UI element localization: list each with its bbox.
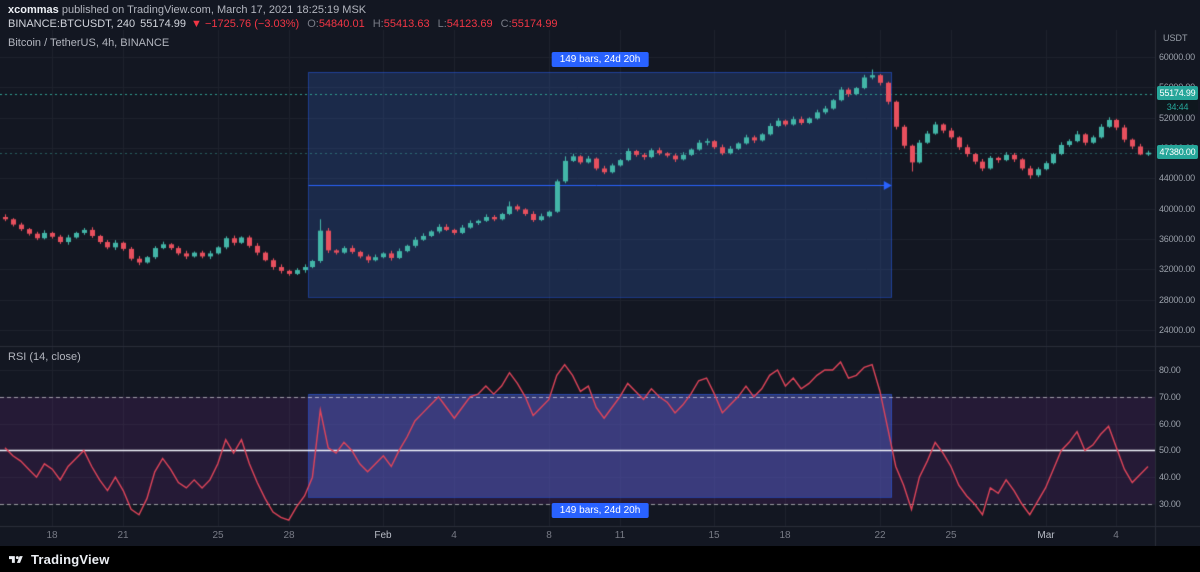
range-tool-label-top[interactable]: 149 bars, 24d 20h — [551, 52, 649, 67]
idea-price-badge: 55174.99 — [1157, 86, 1198, 100]
ohlc-high: H:55413.63 — [372, 18, 430, 30]
tradingview-wordmark[interactable]: TradingView — [31, 551, 110, 567]
ohlc-close: C:55174.99 — [500, 18, 558, 30]
rsi-legend[interactable]: RSI (14, close) — [8, 351, 81, 363]
published-info: published on TradingView.com, March 17, … — [61, 4, 367, 16]
footer-bar: TradingView — [0, 546, 1200, 572]
ohlc-low: L:54123.69 — [437, 18, 493, 30]
ohlc-open: O:54840.01 — [307, 18, 365, 30]
symbol-line: BINANCE:BTCUSDT, 240 55174.99 ▼ −1725.76 (… — [8, 18, 558, 31]
price-change: ▼ −1725.76 (−3.03%) — [191, 18, 300, 30]
symbol-legend[interactable]: Bitcoin / TetherUS, 4h, BINANCE — [8, 37, 170, 49]
header: xcommas published on TradingView.com, Ma… — [8, 4, 558, 31]
published-line: xcommas published on TradingView.com, Ma… — [8, 4, 558, 17]
price-axis-unit: USDT — [1163, 33, 1188, 43]
header-last-price: 55174.99 — [140, 18, 187, 30]
author-name: xcommas — [8, 4, 59, 16]
range-tool-label-bottom[interactable]: 149 bars, 24d 20h — [551, 503, 649, 518]
symbol-title: BINANCE:BTCUSDT, 240 — [8, 18, 136, 30]
tradingview-logo-icon[interactable] — [9, 553, 24, 566]
bar-countdown-badge: 34:44 — [1157, 100, 1198, 114]
last-price-badge: 47380.00 — [1157, 145, 1198, 159]
